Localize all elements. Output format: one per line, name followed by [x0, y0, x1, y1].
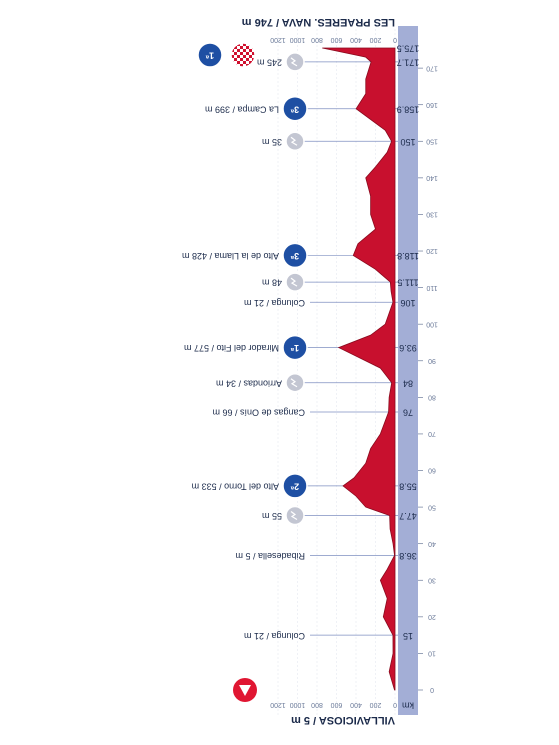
- waypoint-label: 35 m: [262, 137, 282, 147]
- waypoint-label: Colunga / 21 m: [244, 298, 305, 308]
- elevation-profile: [322, 47, 396, 691]
- climb-icon: [197, 42, 223, 68]
- waypoint-label: Alto de la Llama / 428 m: [182, 251, 279, 261]
- rotated-profile: 0020020040040060060080080010001000120012…: [182, 16, 438, 726]
- sprint-icon: [285, 272, 305, 292]
- x-tick-label: 150: [426, 137, 438, 144]
- y-tick-label: 1000: [290, 36, 306, 43]
- sprint-icon: [285, 131, 305, 152]
- waypoint-label: Ribadesella / 5 m: [235, 551, 305, 561]
- x-tick-label: 70: [428, 430, 436, 437]
- x-tick-label: 100: [426, 320, 438, 327]
- waypoint-label: 48 m: [262, 278, 282, 288]
- sprint-icon: [285, 372, 305, 393]
- x-tick-label: 10: [428, 650, 436, 657]
- waypoint-km: 76: [403, 408, 413, 418]
- x-tick-label: 170: [426, 64, 438, 71]
- climb-category: 1ª: [205, 51, 214, 61]
- climb-icon: [282, 242, 308, 269]
- waypoint-label: Cangas de Onís / 66 m: [212, 408, 305, 418]
- start-label: VILLAVICIOSA / 5 m: [291, 714, 395, 726]
- finish-label: LES PRAERES. NAVA / 746 m: [242, 16, 395, 28]
- x-axis-label: km: [402, 701, 414, 711]
- waypoint-km: 158.9: [397, 104, 420, 114]
- waypoint-km: 106: [400, 298, 415, 308]
- climb-category: 2ª: [290, 482, 299, 492]
- x-tick-label: 50: [428, 503, 436, 510]
- y-tick-label: 400: [350, 701, 362, 708]
- x-tick-label: 40: [428, 540, 436, 547]
- waypoint-km: 175.5: [397, 44, 420, 54]
- waypoint-km: 93.6: [399, 343, 417, 353]
- waypoint-km: 84: [403, 378, 413, 388]
- y-tick-label: 600: [331, 36, 343, 43]
- km-axis-band: [398, 26, 418, 715]
- waypoint-km: 118.8: [397, 251, 419, 261]
- x-tick-label: 110: [426, 284, 437, 291]
- waypoint-km: 171.7: [397, 58, 420, 68]
- climb-category: 3ª: [290, 104, 299, 114]
- climb-icon: [282, 95, 308, 122]
- x-tick-label: 80: [428, 394, 436, 401]
- waypoint-label: La Campa / 399 m: [205, 104, 279, 114]
- y-tick-label: 0: [393, 701, 397, 708]
- sprint-glyph: [290, 136, 298, 146]
- y-tick-label: 400: [350, 36, 362, 43]
- y-tick-label: 200: [370, 36, 382, 43]
- waypoint-km: 111.5: [397, 278, 418, 288]
- sprint-glyph: [290, 378, 298, 388]
- y-tick-label: 1000: [290, 701, 306, 708]
- waypoint-km: 36.8: [399, 551, 417, 561]
- sprint-icon: [285, 52, 305, 72]
- waypoint-label: Alto del Torno / 533 m: [192, 482, 279, 492]
- x-tick-label: 30: [428, 576, 436, 583]
- sprint-glyph: [290, 511, 298, 521]
- y-tick-label: 800: [311, 36, 323, 43]
- x-tick-label: 0: [430, 686, 434, 693]
- climb-category: 3ª: [290, 251, 299, 261]
- climb-icon: [282, 473, 308, 499]
- waypoint-km: 15: [403, 631, 413, 641]
- y-tick-label: 600: [331, 701, 343, 708]
- y-tick-label: 0: [393, 36, 397, 43]
- finish-flag: [230, 42, 256, 68]
- waypoint-label: 245 m: [257, 58, 282, 68]
- waypoint-label: Colunga / 21 m: [244, 631, 305, 641]
- y-tick-label: 1200: [270, 36, 286, 43]
- waypoint-label: Arriondas / 34 m: [216, 378, 282, 388]
- y-tick-label: 200: [370, 701, 382, 708]
- y-tick-label: 1200: [270, 701, 286, 708]
- x-tick-label: 160: [426, 101, 438, 108]
- x-tick-label: 140: [426, 174, 438, 181]
- x-tick-label: 120: [426, 247, 438, 254]
- climb-icon: [282, 334, 308, 361]
- waypoint-label: Mirador del Fito / 577 m: [184, 343, 279, 353]
- climb-category: 1ª: [290, 343, 299, 353]
- sprint-glyph: [290, 57, 298, 67]
- waypoint-label: 55 m: [262, 511, 282, 521]
- sprint-icon: [285, 505, 305, 526]
- x-tick-label: 20: [428, 613, 436, 620]
- start-glyph: [239, 685, 251, 696]
- sprint-glyph: [290, 277, 298, 287]
- y-tick-label: 800: [311, 701, 323, 708]
- waypoint-km: 47.7: [399, 511, 417, 521]
- x-tick-label: 60: [428, 467, 436, 474]
- x-tick-label: 90: [428, 357, 436, 364]
- waypoint-km: 150: [400, 137, 415, 147]
- waypoint-km: 55.8: [399, 482, 417, 492]
- x-tick-label: 130: [426, 211, 438, 218]
